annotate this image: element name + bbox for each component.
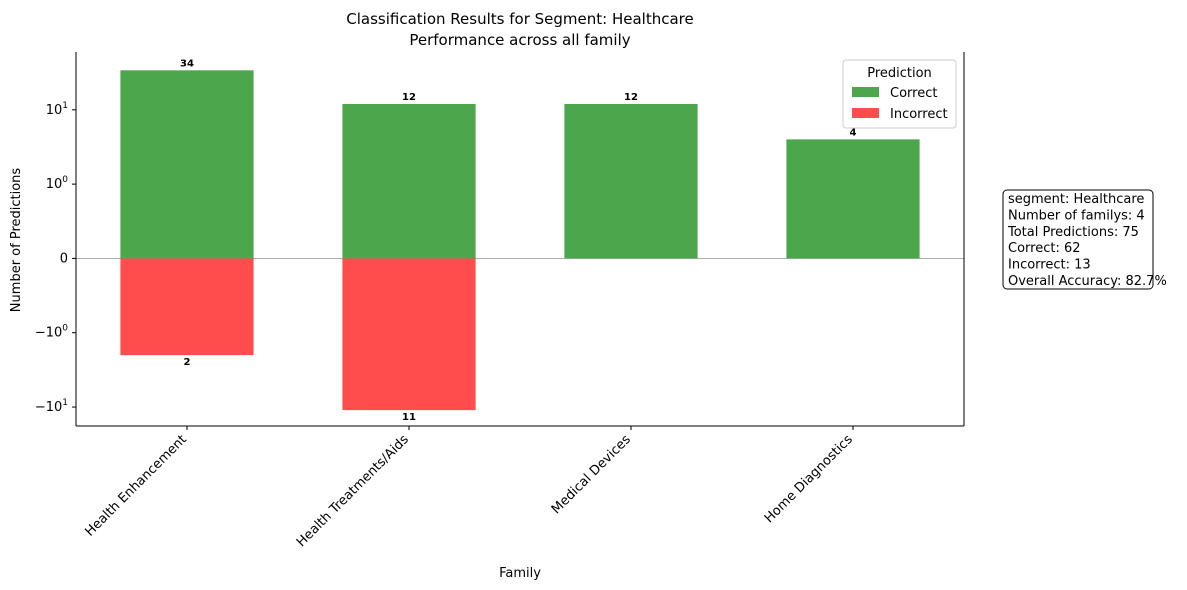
plot-area: 34 12 12 4 2 11 101 100 0 −100 −101 Health Enhancem… xyxy=(35,52,965,550)
legend-swatch-incorrect xyxy=(852,108,879,118)
data-label-correct-3: 12 xyxy=(624,92,638,103)
legend-swatch-correct xyxy=(852,87,879,97)
x-tick-label: Health Enhancement xyxy=(82,432,189,539)
stats-frame xyxy=(1002,189,1154,290)
y-tick-label: −101 xyxy=(35,398,68,415)
data-label-incorrect-1: 2 xyxy=(184,357,191,368)
chart-subtitle: Performance across all family xyxy=(409,31,630,49)
y-tick-label: 101 xyxy=(46,101,68,118)
legend-label-incorrect: Incorrect xyxy=(890,107,948,122)
data-label-correct-1: 34 xyxy=(180,58,194,69)
y-tick-label: 100 xyxy=(46,175,69,192)
bar-incorrect-2 xyxy=(342,258,476,411)
bar-correct-1 xyxy=(120,70,254,259)
bar-incorrect-1 xyxy=(120,258,254,356)
stats-line: Overall Accuracy: 82.7% xyxy=(1008,274,1167,289)
stats-line: Number of familys: 4 xyxy=(1008,208,1145,223)
chart-title: Classification Results for Segment: Heal… xyxy=(346,10,693,28)
y-tick-label: −100 xyxy=(35,324,68,341)
legend-label-correct: Correct xyxy=(890,86,937,101)
legend-title: Prediction xyxy=(867,66,932,81)
y-tick-label: 0 xyxy=(60,251,68,266)
stats-line: segment: Healthcare xyxy=(1008,192,1144,207)
bar-correct-2 xyxy=(342,103,476,259)
stats-line: Total Predictions: 75 xyxy=(1007,225,1139,240)
data-label-correct-4: 4 xyxy=(850,127,857,138)
y-axis-label: Number of Predictions xyxy=(9,168,24,313)
x-tick-label: Home Diagnostics xyxy=(762,432,856,526)
bar-correct-3 xyxy=(564,103,698,259)
data-label-correct-2: 12 xyxy=(402,92,416,103)
x-tick-label: Medical Devices xyxy=(549,432,634,517)
data-label-incorrect-2: 11 xyxy=(402,412,416,423)
legend: Prediction Correct Incorrect xyxy=(842,59,957,129)
stats-line: Incorrect: 13 xyxy=(1008,258,1091,273)
bar-correct-4 xyxy=(786,139,920,259)
stats-line: Correct: 62 xyxy=(1008,241,1081,256)
x-tick-label: Health Treatments/Aids xyxy=(294,432,412,550)
x-axis-label: Family xyxy=(499,566,541,581)
